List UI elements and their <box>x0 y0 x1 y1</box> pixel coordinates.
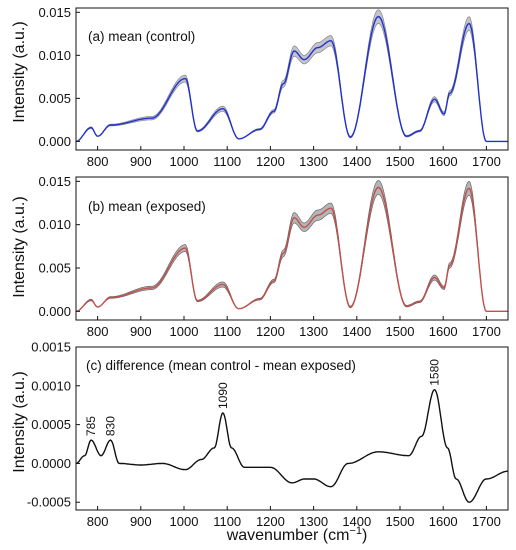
panel-c-x-tick-label: 1700 <box>472 514 501 529</box>
panel-c-frame <box>75 346 509 511</box>
panel-a-x-tick-label: 1300 <box>299 154 328 169</box>
x-axis-label-sup: −1 <box>349 525 362 537</box>
panel-b-y-tick-label: 0.005 <box>38 261 71 276</box>
panel-c-x-tick-label: 1000 <box>170 514 199 529</box>
panel-c-y-axis-label: Intensity (a.u.) <box>11 371 28 472</box>
panel-b: Intensity (a.u.) (b) mean (exposed) 800 9… <box>11 174 509 339</box>
panel-c-x-tick-label: 1400 <box>342 514 371 529</box>
panel-a-y-axis-label: Intensity (a.u.) <box>11 21 28 122</box>
panel-c-x-tick-label: 1300 <box>299 514 328 529</box>
panel-b-x-tick-label: 1400 <box>342 324 371 339</box>
panel-b-x-tick-label: 800 <box>87 324 109 339</box>
panel-b-spread-band <box>76 180 508 312</box>
panel-b-y-tick-label: 0.015 <box>38 174 71 189</box>
panel-a-y-tick-label: 0.005 <box>38 91 71 106</box>
panel-b-y-tick-label: 0.010 <box>38 217 71 232</box>
panel-c-x-tick-label: 1200 <box>256 514 285 529</box>
panel-a-y-tick-label: 0.000 <box>38 134 71 149</box>
panel-b-x-tick-label: 1300 <box>299 324 328 339</box>
panel-c-y-tick-label: -0.0005 <box>27 495 71 510</box>
peak-label-1090: 1090 <box>216 382 230 409</box>
panel-a-x-tick-label: 1200 <box>256 154 285 169</box>
panel-a: Intensity (a.u.) (a) mean (control) 800 9… <box>11 5 509 169</box>
panel-c-x-tick-label: 800 <box>87 514 109 529</box>
panel-b-x-tick-label: 1700 <box>472 324 501 339</box>
panel-a-x-tick-label: 800 <box>87 154 109 169</box>
panel-c-series-line-0 <box>76 388 508 503</box>
x-axis-label-base: wavenumber (cm <box>226 527 350 544</box>
panel-c-y-tick-label: 0.0015 <box>31 340 71 355</box>
panel-a-y-tick-label: 0.010 <box>38 48 71 63</box>
panel-b-x-tick-label: 1500 <box>386 324 415 339</box>
panel-a-x-tick-label: 1500 <box>386 154 415 169</box>
panel-b-y-tick-label: 0.000 <box>38 304 71 319</box>
panel-c-title: (c) difference (mean control - mean expo… <box>86 358 356 373</box>
panel-b-x-tick-label: 1200 <box>256 324 285 339</box>
panel-c-x-tick-label: 1100 <box>213 514 241 529</box>
panel-a-x-tick-label: 1600 <box>429 154 458 169</box>
panel-a-x-tick-label: 1100 <box>213 154 241 169</box>
panel-b-y-axis-label: Intensity (a.u.) <box>11 196 28 297</box>
panel-c: Intensity (a.u.) (c) difference (mean co… <box>11 340 509 544</box>
panel-b-x-tick-label: 1100 <box>213 324 241 339</box>
panel-b-series-line-0 <box>76 186 508 312</box>
panel-c-y-tick-label: 0.0010 <box>31 378 71 393</box>
x-axis-label: wavenumber (cm−1) <box>226 525 368 544</box>
panel-a-x-tick-label: 900 <box>130 154 152 169</box>
panel-a-y-tick-label: 0.015 <box>38 5 71 20</box>
panel-c-x-tick-label: 1600 <box>429 514 458 529</box>
panel-a-spread-band <box>76 9 508 142</box>
panel-a-x-tick-label: 1400 <box>342 154 371 169</box>
panel-a-x-tick-label: 1000 <box>170 154 199 169</box>
panel-b-x-tick-label: 1000 <box>170 324 199 339</box>
panel-b-title: (b) mean (exposed) <box>88 199 206 214</box>
panel-a-plot-area <box>76 9 508 143</box>
panel-c-x-tick-label: 900 <box>130 514 152 529</box>
panel-c-y-tick-label: 0.0005 <box>31 417 71 432</box>
panel-b-frame <box>75 176 509 321</box>
panel-c-x-tick-label: 1500 <box>386 514 415 529</box>
panel-b-x-tick-label: 900 <box>130 324 152 339</box>
panel-a-x-tick-label: 1700 <box>472 154 501 169</box>
peak-label-830: 830 <box>104 416 118 436</box>
panel-b-x-tick-label: 1600 <box>429 324 458 339</box>
panel-a-frame <box>75 7 509 151</box>
peak-label-785: 785 <box>84 416 98 436</box>
panel-a-series-line-0 <box>76 15 508 143</box>
panel-b-plot-area <box>76 180 508 312</box>
panel-c-y-tick-label: 0.0000 <box>31 456 71 471</box>
peak-label-1580: 1580 <box>428 359 442 386</box>
panel-a-title: (a) mean (control) <box>88 29 195 44</box>
panel-c-plot-area <box>76 388 508 503</box>
x-axis-label-end: ) <box>362 527 367 544</box>
